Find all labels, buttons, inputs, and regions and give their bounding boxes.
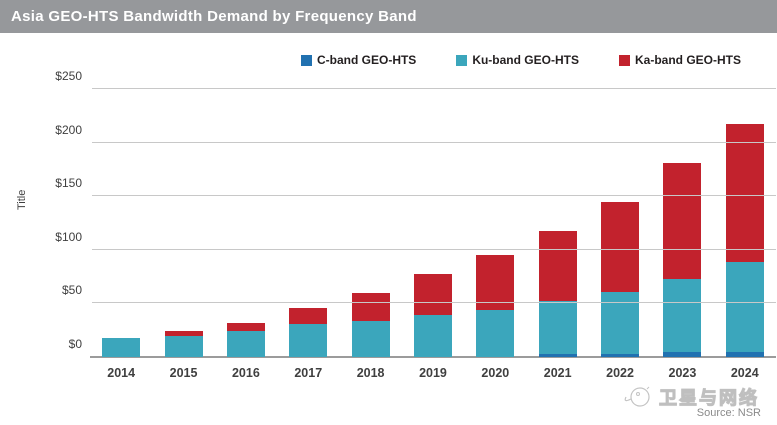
y-tick-label: $50 [61,283,82,298]
y-tick-label: $0 [68,337,82,351]
bar-group-2015 [152,89,214,357]
bar-segment-c-band-2024 [725,351,764,357]
x-axis-label-2014: 2014 [107,366,136,380]
bars-row [90,89,776,357]
bar-stack-2019 [413,274,452,357]
bar-segment-ku-band-2015 [164,335,203,357]
bar-stack-2014 [102,337,141,357]
y-tick-label: $250 [55,69,82,83]
bar-segment-ku-band-2017 [289,323,328,357]
bar-group-2021 [527,89,589,357]
gridline-$250 [92,88,776,89]
bar-segment-ku-band-2021 [538,301,577,354]
x-axis-label-2024: 2024 [730,366,759,380]
bar-segment-ka-band-2021 [538,230,577,302]
legend-label-kuband: Ku-band GEO-HTS [472,53,579,67]
bar-stack-2016 [226,322,265,357]
legend-label-kaband: Ka-band GEO-HTS [634,53,741,67]
bar-segment-ku-band-2024 [725,261,764,352]
source-note: Source: NSR [696,407,761,419]
x-axis-baseline [90,356,776,358]
bar-segment-ku-band-2020 [476,309,515,357]
x-axis-label-2022: 2022 [606,366,634,380]
bar-segment-ka-band-2017 [289,307,328,324]
kuband-swatch-icon [456,54,468,66]
bar-group-2024 [714,89,776,357]
bar-segment-c-band-2023 [663,351,702,357]
bar-segment-ku-band-2018 [351,320,390,357]
gridline-$200 [92,141,776,143]
bar-segment-ka-band-2023 [663,162,702,279]
bar-segment-ku-band-2023 [663,278,702,352]
bar-segment-ku-band-2014 [102,337,141,357]
x-axis-label-2019: 2019 [419,366,447,380]
bar-stack-2024 [725,124,764,357]
gridline-$100 [92,248,776,250]
x-axis-label-2015: 2015 [169,366,198,380]
gridline-$150 [92,195,776,197]
bar-segment-ka-band-2015 [164,331,203,336]
x-axis-labels: 2014 2015 2016 2017 2018 2019 2020 2021 2022 2023… [90,366,776,380]
bar-stack-2017 [289,307,328,357]
bar-group-2017 [277,89,339,357]
bar-group-2020 [464,89,526,357]
bar-group-2018 [339,89,401,357]
bar-stack-2015 [164,331,203,357]
bar-segment-ka-band-2019 [413,274,452,316]
bar-segment-ka-band-2020 [476,255,515,310]
bar-stack-2022 [601,201,640,357]
bar-stack-2020 [476,255,515,357]
bar-segment-ku-band-2016 [226,331,265,357]
x-axis-label-2017: 2017 [294,366,323,380]
cband-swatch-icon [300,54,312,66]
legend-item-kaband: Ka-band GEO-HTS [618,53,741,67]
legend: C-band GEO-HTS Ku-band GEO-HTS Ka-band G… [0,53,741,67]
y-tick-label: $100 [55,229,82,244]
bar-group-2022 [589,89,651,357]
x-axis-label-2018: 2018 [356,366,385,380]
bar-segment-ka-band-2018 [351,292,390,321]
bar-segment-ka-band-2016 [226,322,265,332]
watermark: 卫星与网络 [621,384,759,410]
bar-segment-ka-band-2024 [725,124,764,262]
bar-segment-ka-band-2022 [601,201,640,292]
bar-segment-ku-band-2019 [413,315,452,357]
bar-group-2019 [402,89,464,357]
legend-label-cband: C-band GEO-HTS [316,53,417,67]
x-axis-label-2016: 2016 [231,366,260,380]
chart-header-bar: Asia GEO-HTS Bandwidth Demand by Frequen… [0,0,777,33]
y-axis-title: Title [16,189,28,210]
legend-item-cband: C-band GEO-HTS [300,53,417,67]
watermark-text: 卫星与网络 [659,388,759,409]
bar-segment-c-band-2021 [538,353,577,357]
gridline-$50 [92,302,776,304]
bar-stack-2021 [538,230,577,357]
bar-group-2023 [651,89,713,357]
plot-area: $0 $50 $100 $150 $200 $250 [55,69,776,358]
bar-group-2016 [215,89,277,357]
satellite-orbit-logo-icon [624,386,650,407]
kaband-swatch-icon [618,54,630,66]
bar-stack-2023 [663,162,702,357]
x-axis-label-2021: 2021 [543,366,572,380]
legend-item-kuband: Ku-band GEO-HTS [456,53,579,67]
bar-group-2014 [90,89,152,357]
bar-segment-c-band-2022 [601,353,640,357]
y-tick-label: $150 [55,176,82,191]
y-tick-label: $200 [55,122,82,137]
x-axis-label-2020: 2020 [481,366,510,380]
bar-stack-2018 [351,292,390,357]
bar-segment-ku-band-2022 [601,291,640,354]
chart-title: Asia GEO-HTS Bandwidth Demand by Frequen… [11,8,417,25]
x-axis-label-2023: 2023 [668,366,697,380]
